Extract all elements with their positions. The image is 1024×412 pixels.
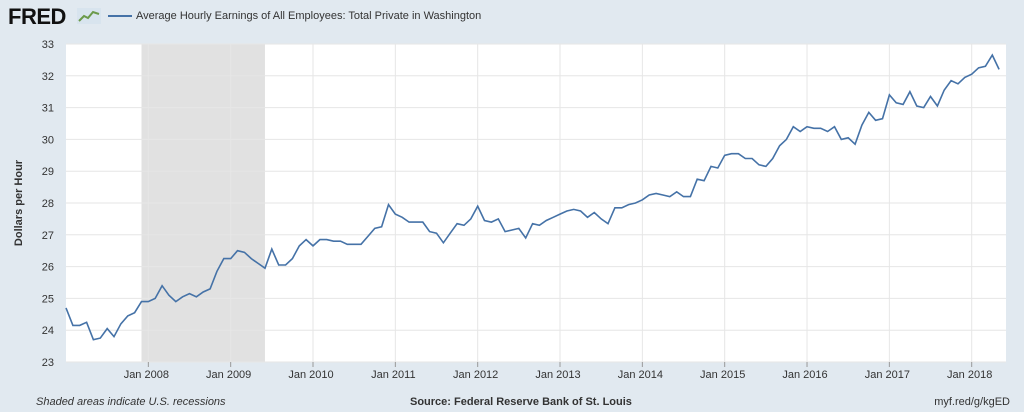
y-tick-label: 30 xyxy=(42,134,54,146)
y-tick-label: 25 xyxy=(42,293,54,305)
x-tick-label: Jan 2011 xyxy=(371,369,415,381)
y-tick-label: 29 xyxy=(42,166,54,178)
y-tick-label: 24 xyxy=(42,325,54,337)
trend-graph-icon xyxy=(77,8,101,24)
x-tick-label: Jan 2017 xyxy=(865,369,910,381)
y-tick-label: 32 xyxy=(42,71,54,83)
x-tick-label: Jan 2012 xyxy=(453,369,498,381)
short-link[interactable]: myf.red/g/kgED xyxy=(934,396,1010,408)
legend-swatch xyxy=(108,15,132,18)
source-note: Source: Federal Reserve Bank of St. Loui… xyxy=(410,396,632,408)
x-tick-label: Jan 2014 xyxy=(618,369,663,381)
y-tick-label: 26 xyxy=(42,262,54,274)
x-tick-label: Jan 2016 xyxy=(782,369,827,381)
y-tick-label: 27 xyxy=(42,230,54,242)
y-tick-label: 28 xyxy=(42,198,54,210)
x-tick-label: Jan 2015 xyxy=(700,369,745,381)
recession-note: Shaded areas indicate U.S. recessions xyxy=(36,396,226,408)
x-tick-label: Jan 2009 xyxy=(206,369,251,381)
y-tick-label: 23 xyxy=(42,357,54,369)
series-line xyxy=(65,53,1000,341)
fred-logo[interactable]: FRED xyxy=(8,4,66,29)
legend: Average Hourly Earnings of All Employees… xyxy=(108,10,481,22)
y-tick-label: 33 xyxy=(42,39,54,51)
x-tick-label: Jan 2010 xyxy=(288,369,333,381)
y-axis-label: Dollars per Hour xyxy=(13,159,25,246)
x-tick-label: Jan 2008 xyxy=(124,369,169,381)
x-tick-label: Jan 2013 xyxy=(535,369,580,381)
y-tick-label: 31 xyxy=(42,103,54,115)
x-tick-label: Jan 2018 xyxy=(947,369,992,381)
header: FRED Average Hourly Earnings of All Empl… xyxy=(0,0,1024,34)
legend-label: Average Hourly Earnings of All Employees… xyxy=(136,10,482,22)
